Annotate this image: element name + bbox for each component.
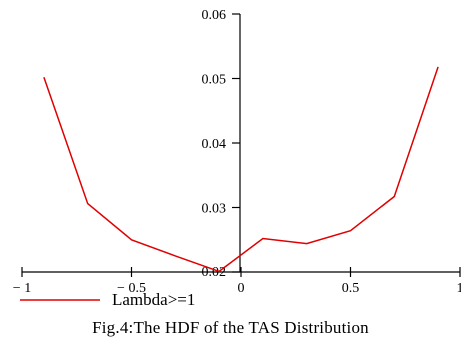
chart-tick-labels: − 1 − 0.5 0 0.5 1 0.02 0.03 0.04 0.05 0.06 bbox=[13, 8, 461, 296]
chart-series bbox=[43, 66, 439, 273]
y-tick-label: 0.05 bbox=[202, 73, 227, 88]
chart-ticks bbox=[21, 13, 461, 277]
x-tick-label: − 0.5 bbox=[117, 281, 146, 296]
x-tick-label: 1 bbox=[457, 281, 461, 296]
y-tick-label: 0.06 bbox=[202, 8, 227, 23]
x-tick-label: 0.5 bbox=[342, 281, 360, 296]
y-tick-label: 0.03 bbox=[202, 202, 227, 217]
x-tick-label: − 1 bbox=[13, 281, 31, 296]
legend-label: Lambda>=1 bbox=[112, 290, 195, 309]
chart-axes bbox=[22, 14, 460, 273]
chart-legend: Lambda>=1 bbox=[20, 290, 195, 309]
y-tick-label: 0.02 bbox=[202, 265, 227, 280]
figure-caption: Fig.4:The HDF of the TAS Distribution bbox=[92, 318, 369, 337]
series-line bbox=[43, 66, 439, 273]
y-tick-label: 0.04 bbox=[202, 137, 227, 152]
x-tick-label: 0 bbox=[238, 281, 245, 296]
